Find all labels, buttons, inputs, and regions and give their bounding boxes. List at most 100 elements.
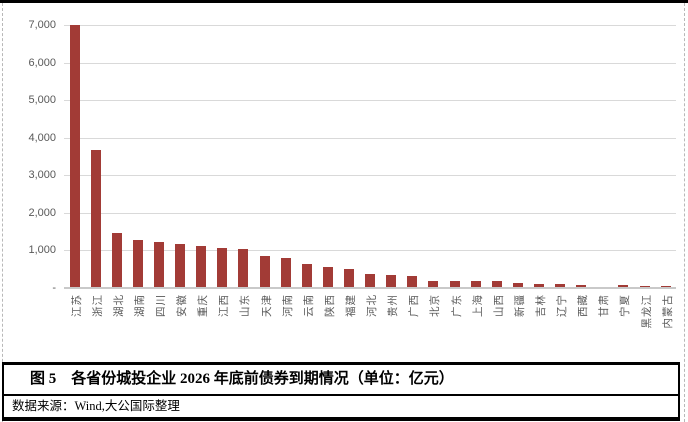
x-label-cell: 北京 [423,292,444,358]
bar-辽宁 [555,284,566,288]
bar-slot [528,25,549,288]
y-tick-label: 2,000 [28,206,56,219]
bond-maturity-bar-chart: 7,000 6,000 5,000 4,000 3,000 2,000 1,000 - 江苏浙… [0,19,676,358]
bar-天津 [259,256,270,288]
bar-福建 [343,268,354,288]
bar-slot [507,25,528,288]
bar-slot [571,25,592,288]
bar-slot [212,25,233,288]
y-tick-label: 3,000 [28,169,56,182]
bar-slot [613,25,634,288]
x-tick-label-内蒙古: 内蒙古 [661,294,674,329]
x-tick-label-山东: 山东 [239,294,252,317]
x-label-cell: 河北 [360,292,381,358]
bars-container [64,25,676,288]
y-tick-label: 5,000 [28,94,56,107]
x-label-cell: 辽宁 [550,292,571,358]
x-tick-label-四川: 四川 [154,294,167,317]
bar-陕西 [322,266,333,288]
bar-slot [85,25,106,288]
bar-湖南 [132,239,143,288]
x-label-cell: 宁夏 [613,292,634,358]
x-tick-label-北京: 北京 [429,294,442,317]
x-label-cell: 黑龙江 [634,292,655,358]
x-tick-label-浙江: 浙江 [91,294,104,317]
page-left-dashed-border [2,3,3,422]
top-border-line [0,0,688,3]
bar-slot [360,25,381,288]
figure-caption-table: 图 5 各省份城投企业 2026 年底前债券到期情况（单位：亿元） 数据来源：W… [2,362,680,421]
y-tick-label: 7,000 [28,19,56,31]
y-axis-labels: 7,000 6,000 5,000 4,000 3,000 2,000 1,000 - [0,19,56,294]
x-label-cell: 四川 [148,292,169,358]
page-right-dashed-border [684,3,685,422]
y-tick-label: 6,000 [28,56,56,69]
x-label-cell: 天津 [254,292,275,358]
bar-江苏 [69,25,80,288]
bar-slot [634,25,655,288]
x-label-cell: 云南 [296,292,317,358]
x-tick-label-辽宁: 辽宁 [556,294,569,317]
x-label-cell: 陕西 [317,292,338,358]
plot-area [64,25,676,289]
figure-title: 图 5 各省份城投企业 2026 年底前债券到期情况（单位：亿元） [4,365,678,396]
x-tick-label-天津: 天津 [260,294,273,317]
x-tick-label-新疆: 新疆 [513,294,526,317]
x-tick-label-山西: 山西 [492,294,505,317]
x-tick-label-黑龙江: 黑龙江 [640,294,653,329]
x-label-cell: 河南 [275,292,296,358]
x-axis-labels: 江苏 浙江 湖北 湖南 四川 安徽 重庆 江西 山东 天津 河南 云南 陕西 福建 河北 贵州 广西 北京 广东 上海… [64,292,676,358]
gridline-1000 [64,250,676,252]
y-tick-label: - [52,282,56,294]
bar-江西 [217,247,228,288]
bar-slot [592,25,613,288]
bar-slot [148,25,169,288]
bar-广东 [449,280,460,288]
bar-宁夏 [618,285,629,288]
gridline-3000 [64,175,676,177]
x-label-cell: 内蒙古 [655,292,676,358]
x-label-cell: 安徽 [170,292,191,358]
x-label-cell: 广西 [402,292,423,358]
bar-新疆 [512,283,523,288]
x-label-cell: 湖南 [127,292,148,358]
bar-slot [106,25,127,288]
x-tick-label-宁夏: 宁夏 [619,294,632,317]
bar-slot [64,25,85,288]
figure-source: 数据来源：Wind,大公国际整理 [12,399,180,413]
x-label-cell: 重庆 [191,292,212,358]
x-tick-label-吉林: 吉林 [534,294,547,317]
x-label-cell: 上海 [465,292,486,358]
bar-重庆 [196,246,207,288]
bar-云南 [301,263,312,288]
x-label-cell: 广东 [444,292,465,358]
bar-安徽 [175,244,186,288]
bar-山西 [491,281,502,288]
gridline-7000 [64,25,676,26]
bar-四川 [153,241,164,288]
x-tick-label-重庆: 重庆 [197,294,210,317]
bar-slot [233,25,254,288]
x-label-cell: 西藏 [571,292,592,358]
x-label-cell: 江西 [212,292,233,358]
bar-slot [444,25,465,288]
x-tick-label-广东: 广东 [450,294,463,317]
bar-北京 [428,280,439,288]
x-tick-label-上海: 上海 [471,294,484,317]
bar-山东 [238,248,249,288]
y-tick-label: 4,000 [28,131,56,144]
x-tick-label-西藏: 西藏 [577,294,590,317]
x-label-cell: 江苏 [64,292,85,358]
x-tick-label-甘肃: 甘肃 [598,294,611,317]
x-label-cell: 福建 [338,292,359,358]
x-label-cell: 贵州 [381,292,402,358]
bar-slot [550,25,571,288]
bar-上海 [470,281,481,288]
bar-slot [254,25,275,288]
gridline-4000 [64,137,676,139]
bar-广西 [407,275,418,288]
bar-slot [381,25,402,288]
x-tick-label-云南: 云南 [302,294,315,317]
x-label-cell: 湖北 [106,292,127,358]
